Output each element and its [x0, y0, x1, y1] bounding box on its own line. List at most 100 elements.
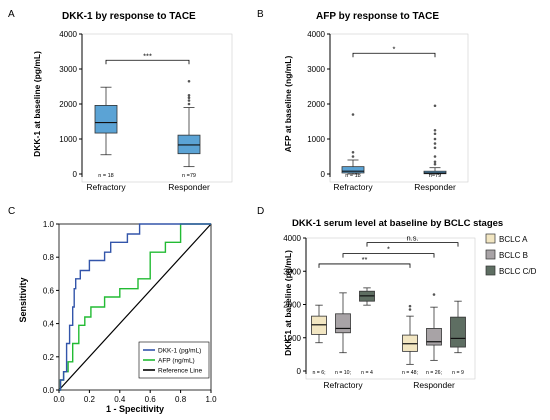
panel-b-axes: 0 1000 2000 3000 4000 Refractory Responder: [307, 30, 456, 192]
panel-a-y-tick-label: 4000: [59, 30, 77, 39]
panel-a-responder-outlier: [187, 93, 191, 97]
panel-b-responder-outlier: [433, 146, 437, 150]
panel-c-x-tick-label: 0.8: [175, 395, 187, 404]
panel-a-n-label: n = 18: [98, 173, 113, 179]
panel-b-ylabel: AFP at baseline (ng/mL): [283, 56, 293, 153]
panel-b-label: B: [257, 9, 264, 20]
panel-c-y-tick-label: 0.6: [43, 286, 55, 295]
panel-d-group-label: Responder: [413, 380, 455, 390]
panel-c-xlabel: 1 - Specitivity: [106, 404, 164, 414]
panel-b-significance-bracket: [352, 52, 436, 58]
panel-c: C Sensitivity 1 - Specitivity 0.0 0.2 0.4 0…: [8, 206, 217, 414]
panel-b-category-label: Refractory: [333, 182, 373, 192]
panel-a-significance-label: ***: [143, 51, 152, 60]
panel-a-y-tick-label: 3000: [59, 65, 77, 74]
panel-c-y-tick-label: 0.2: [43, 353, 55, 362]
panel-c-series-dkk-1-pg-ml-: [59, 223, 211, 391]
panel-a-responder-outlier: [187, 102, 191, 106]
panel-b-title: AFP by response to TACE: [316, 11, 439, 22]
panel-d-legend: BCLC A BCLC B BCLC C/D: [485, 233, 537, 276]
panel-d-legend-swatch: [485, 265, 496, 276]
panel-b-refractory-box: [341, 166, 365, 174]
panel-c-x-tick-label: 0.6: [145, 395, 157, 404]
panel-a-responder-outlier: [187, 99, 191, 102]
panel-d: D DKK-1 serum level at baseline by BCLC …: [257, 206, 537, 390]
panel-b-refractory-outlier: [351, 151, 355, 154]
panel-b-y-tick-label: 3000: [307, 65, 325, 74]
panel-a-title: DKK-1 by response to TACE: [62, 11, 196, 22]
panel-d-responder-bclc-b-box: [426, 328, 442, 346]
panel-c-x-tick-label: 1.0: [205, 395, 217, 404]
panel-a-y-tick-label: 0: [73, 170, 78, 179]
panel-d-n-label: n = 9: [452, 370, 464, 376]
panel-b-y-tick-label: 0: [321, 170, 326, 179]
panel-d-responder-bclc-a-outlier: [408, 304, 412, 308]
panel-a-label: A: [8, 9, 15, 20]
panel-d-significance-bracket: [342, 253, 435, 258]
panel-b-plot: n = 18 n=79 *: [329, 33, 469, 183]
panel-a-responder-outlier: [187, 96, 191, 99]
panel-b-responder-outlier: [433, 155, 437, 158]
panel-b-n-label: n = 18: [345, 173, 360, 179]
panel-d-y-tick-label: 0: [297, 367, 302, 376]
panel-a-axes: 0 1000 2000 3000 4000 Refractory Responder: [59, 30, 210, 192]
panel-c-legend-label: DKK-1 (pg/mL): [158, 348, 201, 355]
panel-d-legend-swatch: [485, 233, 496, 244]
panel-a: A DKK-1 by response to TACE DKK-1 at bas…: [8, 9, 233, 192]
panel-b-refractory-outlier: [351, 155, 355, 158]
panel-d-n-label: n = 4: [361, 370, 373, 376]
panel-c-axes: 0.0 0.2 0.4 0.6 0.8 1.0 0.0 0.2 0.4 0.6 0.8 1.0: [43, 220, 217, 404]
panel-c-y-tick-label: 1.0: [43, 220, 55, 229]
panel-a-category-label: Responder: [168, 182, 210, 192]
panel-d-ylabel: DKK-1 at baseline (pg/mL): [283, 250, 293, 356]
panel-d-significance-label: n.s.: [406, 234, 418, 243]
panel-d-responder-bclc-a-outlier: [408, 308, 412, 311]
panel-b-y-tick-label: 1000: [307, 135, 325, 144]
panel-d-legend-swatch: [485, 249, 496, 260]
panel-d-plot-frame: [305, 237, 476, 380]
panel-b-responder-outlier: [433, 142, 437, 145]
panel-d-title: DKK-1 serum level at baseline by BCLC st…: [292, 218, 503, 229]
panel-c-legend-label: AFP (ng/mL): [158, 358, 195, 365]
panel-b: B AFP by response to TACE AFP at baselin…: [257, 9, 469, 192]
panel-d-legend-label: BCLC C/D: [499, 267, 537, 276]
panel-b-y-tick-label: 4000: [307, 30, 325, 39]
panel-b-responder-outlier: [433, 104, 437, 108]
panel-a-significance-bracket: [105, 59, 190, 65]
panel-b-category-label: Responder: [414, 182, 456, 192]
panel-c-ylabel: Sensitivity: [18, 277, 28, 322]
panel-c-y-tick-label: 0.0: [43, 386, 55, 395]
panel-b-n-label: n=79: [429, 173, 441, 179]
panel-b-significance-label: *: [393, 44, 396, 53]
panel-d-responder-bclc-b-outlier: [432, 293, 436, 296]
panel-b-responder-outlier: [433, 137, 437, 141]
panel-d-y-tick-label: 4000: [283, 234, 301, 243]
panel-c-label: C: [8, 206, 15, 217]
panel-d-n-label: n = 10;: [335, 370, 351, 376]
panel-d-n-label: n = 26;: [426, 370, 442, 376]
panel-a-plot: n = 18 n =79 ***: [81, 33, 233, 183]
panel-d-significance-label: *: [387, 245, 390, 254]
panel-d-y-tick-label: 2000: [283, 301, 301, 310]
panel-a-n-label: n =79: [182, 173, 196, 179]
panel-b-y-tick-label: 2000: [307, 100, 325, 109]
panel-c-legend: DKK-1 (pg/mL) AFP (ng/mL) Reference Line: [138, 341, 210, 379]
panel-a-y-tick-label: 2000: [59, 100, 77, 109]
panel-c-x-tick-label: 0.2: [84, 395, 96, 404]
panel-d-significance-bracket: [366, 242, 459, 247]
panel-c-legend-label: Reference Line: [158, 368, 202, 375]
panel-d-axes: 0 1000 2000 3000 4000 Refractory Responder: [283, 234, 455, 390]
panel-d-group-label: Refractory: [323, 380, 363, 390]
panel-a-responder-outlier: [187, 79, 191, 83]
panel-d-n-label: n = 48;: [402, 370, 418, 376]
panel-d-y-tick-label: 3000: [283, 267, 301, 276]
panel-a-ylabel: DKK-1 at baseline (pg/mL): [32, 51, 42, 157]
panel-c-x-tick-label: 0.4: [114, 395, 126, 404]
panel-d-significance-bracket: [318, 263, 411, 268]
panel-d-responder-bclc-c-d-box: [450, 316, 466, 348]
panel-b-responder-outlier: [433, 132, 437, 136]
panel-c-y-tick-label: 0.8: [43, 253, 55, 262]
panel-d-legend-label: BCLC A: [499, 235, 528, 244]
panel-d-refractory-bclc-b-box: [335, 313, 351, 334]
